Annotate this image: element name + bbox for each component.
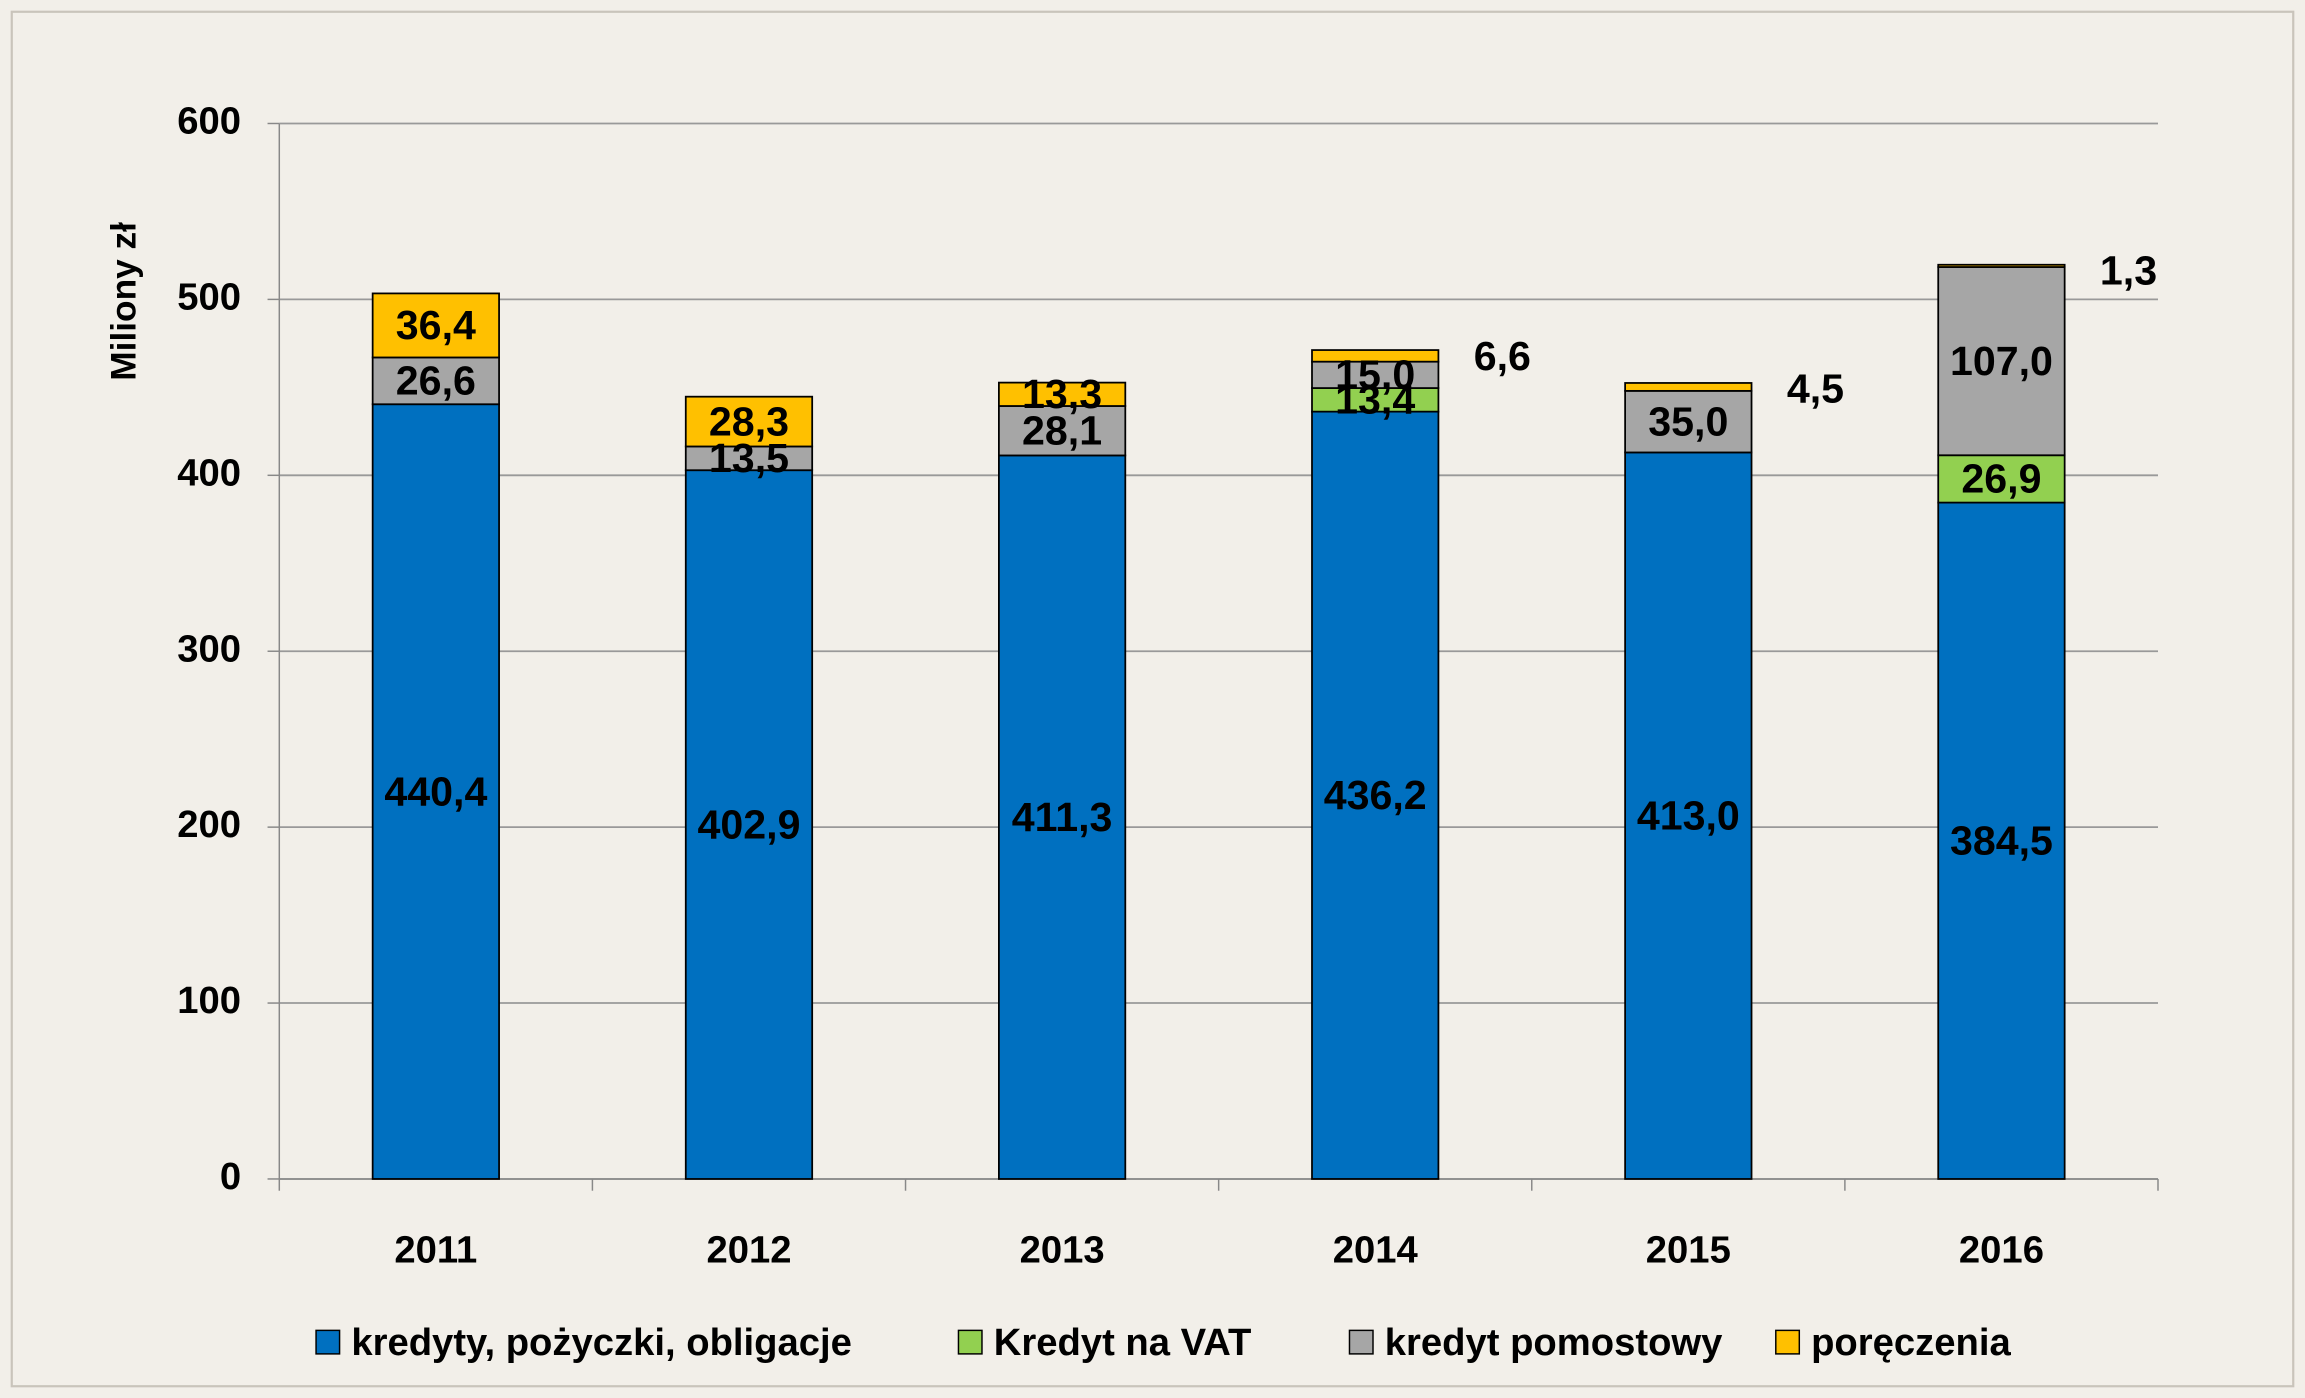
- bar-segment: [371, 403, 500, 1180]
- data-label: 107,0: [1950, 338, 2053, 384]
- data-label: 26,6: [396, 358, 476, 404]
- bar-segment: [1311, 410, 1440, 1180]
- bar-segment: [1311, 349, 1440, 363]
- bar-segment: [1624, 382, 1753, 392]
- legend-swatch: [1775, 1329, 1801, 1355]
- y-axis-label: Miliony zł: [105, 222, 144, 381]
- bar-segment: [1937, 263, 2066, 268]
- y-tick-label: 300: [177, 627, 241, 670]
- data-label: 13,4: [1335, 377, 1415, 423]
- legend-label: poręczenia: [1811, 1321, 2011, 1364]
- data-label: 36,4: [396, 302, 476, 348]
- data-label: 436,2: [1324, 772, 1427, 818]
- x-tick-label: 2014: [1333, 1229, 1419, 1272]
- y-tick-label: 600: [177, 100, 241, 143]
- bar-segment: [1937, 266, 2066, 457]
- data-label: 440,4: [384, 768, 487, 814]
- bar-segment: [1624, 451, 1753, 1180]
- x-tick-label: 2016: [1959, 1229, 2044, 1272]
- data-label: 411,3: [1012, 794, 1113, 840]
- data-label: 26,9: [1961, 456, 2041, 502]
- y-tick-label: 400: [177, 451, 241, 494]
- y-tick-label: 0: [220, 1155, 241, 1198]
- x-tick-label: 2011: [394, 1229, 477, 1272]
- data-label: 384,5: [1950, 818, 2053, 864]
- bar-segment: [684, 395, 814, 448]
- data-label: 15,0: [1335, 352, 1415, 398]
- y-tick-label: 500: [177, 275, 241, 318]
- legend-swatch: [957, 1329, 983, 1355]
- bar-segment: [998, 381, 1127, 407]
- y-tick-label: 200: [177, 803, 241, 846]
- data-label: 13,5: [709, 435, 789, 481]
- data-label: 35,0: [1648, 398, 1728, 444]
- y-tick-label: 100: [177, 979, 241, 1022]
- legend-swatch: [1348, 1329, 1374, 1355]
- bar-segment: [371, 292, 500, 359]
- data-label: 13,3: [1022, 371, 1102, 417]
- x-tick-label: 2013: [1020, 1229, 1105, 1272]
- x-tick-label: 2012: [706, 1229, 791, 1272]
- bar-segment: [1311, 360, 1440, 389]
- data-label: 28,3: [709, 398, 789, 444]
- data-label: 28,1: [1022, 408, 1102, 454]
- legend-swatch: [315, 1329, 341, 1355]
- x-tick-label: 2015: [1646, 1229, 1731, 1272]
- data-label: 6,6: [1474, 333, 1531, 379]
- data-label: 4,5: [1787, 366, 1844, 412]
- legend-label: Kredyt na VAT: [994, 1321, 1252, 1364]
- bar-segment: [684, 469, 814, 1180]
- legend-label: kredyt pomostowy: [1385, 1321, 1723, 1364]
- data-label: 413,0: [1637, 793, 1740, 839]
- bar-segment: [1624, 389, 1753, 454]
- data-label: 402,9: [697, 801, 800, 847]
- bar-segment: [998, 454, 1127, 1180]
- bar-segment: [371, 356, 500, 406]
- data-label: 1,3: [2100, 247, 2157, 293]
- legend-label: kredyty, pożyczki, obligacje: [351, 1321, 852, 1364]
- bar-segment: [1937, 501, 2066, 1180]
